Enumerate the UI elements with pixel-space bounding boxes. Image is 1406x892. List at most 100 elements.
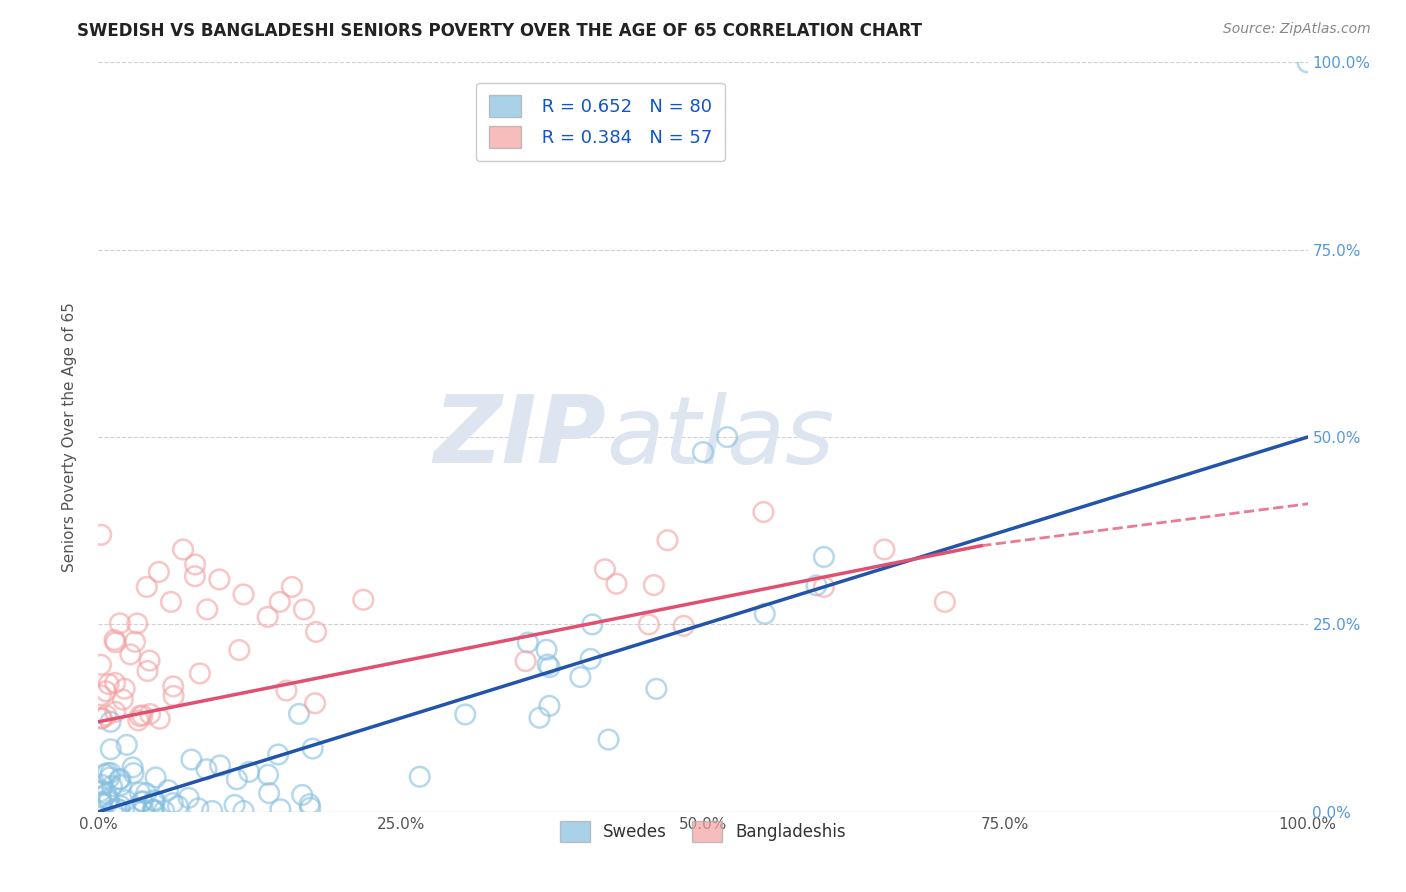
- Point: [145, 771, 167, 785]
- Point: [100, 714, 122, 729]
- Point: [115, 738, 138, 752]
- Point: [188, 666, 211, 681]
- Point: [598, 732, 620, 747]
- Point: [257, 768, 280, 782]
- Point: [643, 578, 665, 592]
- Point: [813, 549, 835, 564]
- Text: atlas: atlas: [606, 392, 835, 483]
- Point: [180, 753, 202, 767]
- Y-axis label: Seniors Poverty Over the Age of 65: Seniors Poverty Over the Age of 65: [62, 302, 77, 572]
- Point: [269, 595, 291, 609]
- Point: [157, 783, 180, 797]
- Point: [110, 772, 132, 786]
- Text: SWEDISH VS BANGLADESHI SENIORS POVERTY OVER THE AGE OF 65 CORRELATION CHART: SWEDISH VS BANGLADESHI SENIORS POVERTY O…: [77, 22, 922, 40]
- Point: [90, 528, 112, 542]
- Point: [143, 793, 166, 807]
- Point: [299, 801, 322, 815]
- Point: [454, 707, 477, 722]
- Point: [195, 762, 218, 776]
- Point: [208, 758, 231, 772]
- Text: Source: ZipAtlas.com: Source: ZipAtlas.com: [1223, 22, 1371, 37]
- Point: [536, 657, 558, 672]
- Point: [292, 602, 315, 616]
- Point: [873, 542, 896, 557]
- Point: [1296, 55, 1319, 70]
- Point: [288, 706, 311, 721]
- Point: [131, 794, 153, 808]
- Point: [301, 741, 323, 756]
- Point: [135, 580, 157, 594]
- Point: [90, 689, 112, 703]
- Point: [127, 714, 149, 728]
- Point: [90, 711, 112, 725]
- Point: [269, 802, 291, 816]
- Point: [93, 767, 115, 781]
- Point: [160, 595, 183, 609]
- Point: [162, 689, 184, 703]
- Point: [257, 786, 280, 800]
- Point: [90, 795, 112, 809]
- Point: [934, 595, 956, 609]
- Point: [148, 565, 170, 579]
- Point: [96, 766, 118, 780]
- Point: [232, 587, 254, 601]
- Point: [90, 657, 112, 672]
- Point: [128, 785, 150, 799]
- Point: [105, 802, 128, 816]
- Point: [104, 705, 127, 719]
- Point: [162, 796, 184, 810]
- Point: [97, 794, 120, 808]
- Point: [90, 712, 112, 726]
- Point: [124, 634, 146, 648]
- Point: [409, 770, 432, 784]
- Point: [569, 670, 592, 684]
- Point: [224, 797, 246, 812]
- Point: [177, 790, 200, 805]
- Point: [139, 706, 162, 721]
- Point: [132, 804, 155, 818]
- Point: [121, 760, 143, 774]
- Point: [104, 635, 127, 649]
- Point: [208, 573, 231, 587]
- Point: [716, 430, 738, 444]
- Point: [187, 801, 209, 815]
- Point: [101, 803, 124, 817]
- Point: [201, 804, 224, 818]
- Point: [91, 797, 114, 811]
- Point: [110, 778, 132, 792]
- Point: [90, 784, 112, 798]
- Point: [538, 698, 561, 713]
- Point: [291, 788, 314, 802]
- Point: [806, 578, 828, 592]
- Point: [228, 643, 250, 657]
- Point: [637, 617, 659, 632]
- Point: [162, 680, 184, 694]
- Point: [108, 616, 131, 631]
- Point: [110, 798, 132, 813]
- Point: [605, 576, 627, 591]
- Point: [529, 711, 551, 725]
- Point: [143, 794, 166, 808]
- Point: [579, 652, 602, 666]
- Point: [108, 803, 131, 817]
- Point: [256, 610, 278, 624]
- Point: [138, 654, 160, 668]
- Point: [127, 616, 149, 631]
- Point: [111, 692, 134, 706]
- Point: [136, 664, 159, 678]
- Point: [645, 681, 668, 696]
- Point: [238, 764, 260, 779]
- Legend: Swedes, Bangladeshis: Swedes, Bangladeshis: [553, 814, 853, 848]
- Point: [153, 804, 176, 818]
- Point: [124, 801, 146, 815]
- Point: [515, 654, 537, 668]
- Point: [97, 677, 120, 691]
- Point: [672, 619, 695, 633]
- Point: [101, 779, 124, 793]
- Point: [172, 542, 194, 557]
- Point: [752, 505, 775, 519]
- Point: [184, 558, 207, 572]
- Point: [754, 607, 776, 621]
- Point: [96, 708, 118, 723]
- Point: [98, 771, 121, 785]
